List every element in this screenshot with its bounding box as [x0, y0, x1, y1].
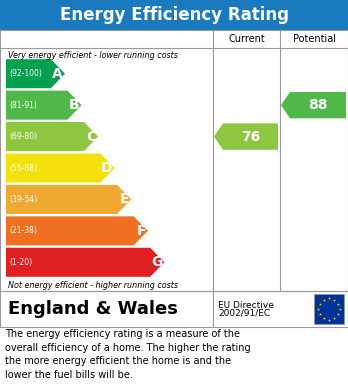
- Text: (69-80): (69-80): [9, 132, 37, 141]
- Text: (1-20): (1-20): [9, 258, 32, 267]
- Polygon shape: [6, 248, 164, 277]
- Text: Very energy efficient - lower running costs: Very energy efficient - lower running co…: [8, 50, 178, 59]
- Polygon shape: [6, 91, 81, 120]
- Polygon shape: [6, 154, 115, 183]
- Polygon shape: [281, 92, 346, 118]
- Text: B: B: [69, 98, 80, 112]
- FancyBboxPatch shape: [314, 294, 344, 324]
- Text: D: D: [101, 161, 113, 175]
- Text: F: F: [136, 224, 146, 238]
- Text: (92-100): (92-100): [9, 69, 42, 78]
- Polygon shape: [214, 124, 278, 150]
- Text: Not energy efficient - higher running costs: Not energy efficient - higher running co…: [8, 280, 178, 289]
- Text: England & Wales: England & Wales: [8, 300, 178, 318]
- FancyBboxPatch shape: [0, 30, 348, 291]
- Text: (39-54): (39-54): [9, 195, 37, 204]
- Polygon shape: [6, 122, 98, 151]
- Text: Current: Current: [228, 34, 265, 44]
- Text: 76: 76: [241, 129, 260, 143]
- Polygon shape: [6, 185, 131, 214]
- Text: EU Directive: EU Directive: [218, 301, 274, 310]
- FancyBboxPatch shape: [0, 291, 348, 327]
- Text: 2002/91/EC: 2002/91/EC: [218, 308, 270, 317]
- Text: (81-91): (81-91): [9, 100, 37, 109]
- Polygon shape: [6, 59, 65, 88]
- Polygon shape: [6, 216, 148, 246]
- Text: C: C: [86, 129, 96, 143]
- Text: G: G: [151, 255, 163, 269]
- Text: E: E: [120, 192, 129, 206]
- Text: A: A: [52, 67, 63, 81]
- Text: 88: 88: [308, 98, 328, 112]
- FancyBboxPatch shape: [0, 0, 348, 30]
- Text: (55-68): (55-68): [9, 163, 37, 172]
- Text: (21-38): (21-38): [9, 226, 37, 235]
- Text: Energy Efficiency Rating: Energy Efficiency Rating: [60, 6, 288, 24]
- Text: Potential: Potential: [293, 34, 335, 44]
- Text: The energy efficiency rating is a measure of the
overall efficiency of a home. T: The energy efficiency rating is a measur…: [5, 329, 251, 380]
